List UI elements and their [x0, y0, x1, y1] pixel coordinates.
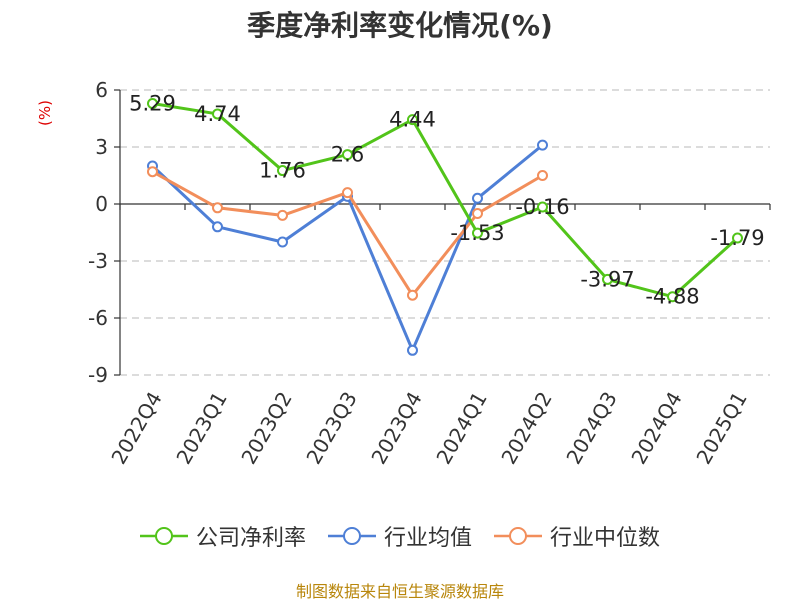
data-point — [147, 97, 158, 109]
data-label: 2.6 — [331, 143, 364, 167]
data-point — [277, 236, 288, 248]
data-point — [472, 192, 483, 204]
legend-marker-orange — [494, 527, 542, 545]
y-tick-label: 0 — [95, 192, 108, 216]
chart-title: 季度净利率变化情况(%) — [247, 9, 553, 42]
data-point — [537, 170, 548, 181]
legend-label: 行业中位数 — [550, 526, 661, 551]
x-tick-label: 2024Q4 — [626, 388, 686, 469]
data-point — [472, 227, 483, 239]
data-label: 4.74 — [194, 102, 241, 126]
data-label: -1.79 — [710, 226, 764, 250]
legend-marker-blue — [327, 527, 376, 545]
legend: 公司净利率 行业均值 行业中位数 — [0, 520, 800, 552]
data-point — [537, 139, 548, 151]
data-point — [472, 208, 483, 219]
data-label: -0.16 — [515, 195, 569, 219]
legend-label: 行业均值 — [383, 526, 472, 551]
data-point — [212, 202, 223, 214]
data-point — [407, 289, 418, 301]
legend-label: 公司净利率 — [195, 526, 306, 551]
x-tick-label: 2024Q1 — [431, 388, 491, 469]
x-tick-label: 2023Q3 — [301, 388, 361, 469]
x-tick-label: 2023Q2 — [236, 388, 296, 469]
data-label: 5.29 — [129, 91, 176, 115]
data-label: -1.53 — [450, 221, 504, 245]
y-tick-label: -9 — [88, 363, 108, 387]
data-label: -4.88 — [645, 285, 699, 309]
x-tick-label: 2023Q4 — [366, 388, 426, 469]
x-tick-label: 2022Q4 — [106, 388, 166, 469]
series-line — [151, 143, 544, 352]
data-label: -3.97 — [580, 267, 634, 291]
legend-item-industry-average[interactable]: 行业均值 — [327, 520, 472, 552]
data-point — [277, 165, 288, 177]
y-tick-label: -6 — [88, 306, 108, 330]
y-tick-label: 6 — [95, 78, 108, 102]
data-label: 1.76 — [259, 159, 306, 183]
data-point — [407, 114, 418, 126]
data-point — [407, 344, 418, 356]
data-point — [147, 166, 158, 178]
data-point — [732, 232, 743, 244]
x-tick-label: 2024Q2 — [496, 388, 556, 469]
x-tick-label: 2024Q3 — [561, 388, 621, 469]
data-point — [342, 149, 353, 161]
legend-marker-green — [139, 527, 188, 545]
data-source-note: 制图数据来自恒生聚源数据库 — [295, 582, 504, 601]
data-point — [212, 221, 223, 233]
data-point — [212, 108, 223, 120]
series-line — [152, 102, 739, 299]
data-point — [667, 291, 678, 303]
data-point — [342, 187, 353, 199]
data-point — [602, 273, 613, 285]
x-tick-label: 2025Q1 — [691, 388, 751, 469]
legend-item-company-net-margin[interactable]: 公司净利率 — [139, 520, 306, 552]
data-point — [277, 209, 288, 221]
data-label: 4.44 — [389, 108, 436, 132]
y-tick-label: -3 — [88, 249, 108, 273]
x-tick-label: 2023Q1 — [171, 388, 231, 469]
data-point — [537, 201, 548, 213]
y-tick-label: 3 — [95, 135, 108, 159]
legend-item-industry-median[interactable]: 行业中位数 — [494, 520, 660, 552]
